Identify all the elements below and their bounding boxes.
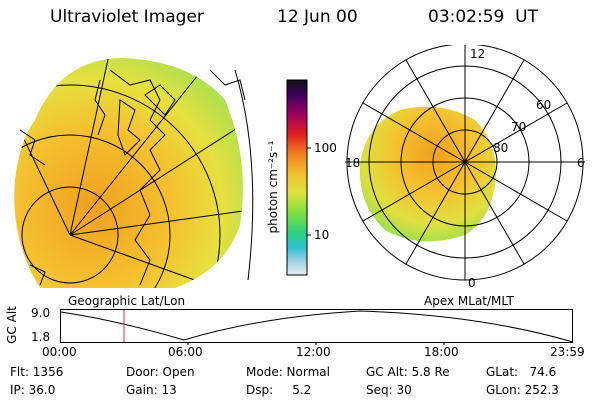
altitude-xtick-1800: 18:00 <box>424 345 459 359</box>
altitude-xtick-2359: 23:59 <box>550 345 585 359</box>
altitude-plot <box>60 309 574 345</box>
sequence-value: Seq: 30 <box>366 383 412 397</box>
gc-altitude-value: GC Alt: 5.8 Re <box>366 365 450 379</box>
altitude-xtick-0600: 06:00 <box>168 345 203 359</box>
mlat-label-60: 60 <box>536 98 552 112</box>
date-label: 12 Jun 00 <box>277 7 358 27</box>
mode-value: Mode: Normal <box>246 365 330 379</box>
colorbar <box>286 79 311 276</box>
apex-polar-panel <box>345 45 585 281</box>
geographic-longitude: GLon: 252.3 <box>486 383 559 397</box>
door-status: Door: Open <box>126 365 195 379</box>
auroral-oval <box>359 106 496 242</box>
geographic-panel-label: Geographic Lat/Lon <box>68 294 186 308</box>
altitude-xtick-0000: 00:00 <box>42 345 77 359</box>
mlt-label-18: 18 <box>345 156 361 170</box>
altitude-ytick-high: 9.0 <box>31 306 51 320</box>
flight-number: Flt: 1356 <box>10 365 64 379</box>
altitude-ytick-low: 1.8 <box>31 330 51 344</box>
mlt-label-0: 0 <box>468 276 476 290</box>
instrument-title: Ultraviolet Imager <box>50 7 204 27</box>
altitude-curve <box>60 310 574 343</box>
ip-value: IP: 36.0 <box>10 383 56 397</box>
mlt-label-6: 6 <box>577 156 585 170</box>
mlat-label-70: 70 <box>511 120 527 134</box>
time-label: 03:02:59 UT <box>428 7 538 27</box>
colorbar-unit-label: photon cm⁻²s⁻¹ <box>266 140 280 234</box>
mlat-label-80: 80 <box>493 141 509 155</box>
altitude-ylabel: GC Alt <box>5 306 19 344</box>
dsp-value: Dsp: 5.2 <box>246 383 312 397</box>
geographic-image-panel <box>14 58 254 288</box>
continent-outlines <box>19 69 246 286</box>
colorbar-tick-100: 100 <box>314 141 337 155</box>
auroral-emission-region <box>14 58 243 288</box>
colorbar-gradient <box>286 79 308 276</box>
gain-value: Gain: 13 <box>126 383 177 397</box>
colorbar-tick-10: 10 <box>314 228 330 242</box>
geographic-latitude: GLat: 74.6 <box>486 365 557 379</box>
mlt-label-12: 12 <box>470 47 486 61</box>
altitude-xtick-1200: 12:00 <box>296 345 331 359</box>
apex-panel-label: Apex MLat/MLT <box>424 294 514 308</box>
